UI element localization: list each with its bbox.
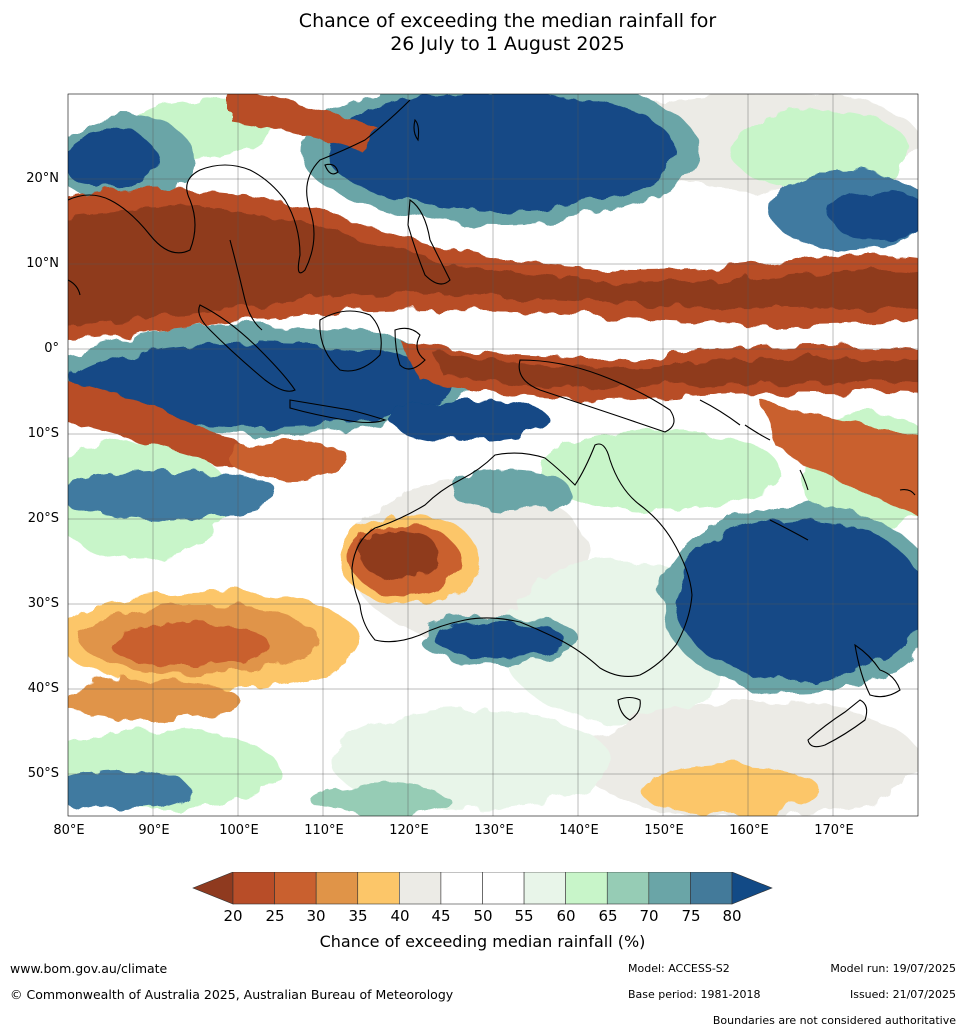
colorbar-segment (690, 872, 733, 905)
lon-label-90e: 90°E (138, 823, 170, 838)
colorbar-extend-low (192, 872, 234, 905)
colorbar-tick: 75 (681, 907, 701, 925)
lon-label-160e: 160°E (729, 823, 769, 838)
colorbar-tick: 45 (431, 907, 451, 925)
lon-label-140e: 140°E (559, 823, 599, 838)
model-name: Model: ACCESS-S2 (628, 962, 730, 975)
colorbar-extend-high (731, 872, 773, 905)
lat-label-20n: 20°N (26, 171, 59, 186)
colorbar-segment (274, 872, 317, 905)
colorbar-tick: 35 (348, 907, 368, 925)
colorbar-tick: 20 (223, 907, 243, 925)
model-run-date: Model run: 19/07/2025 (830, 962, 956, 975)
colorbar-segment (648, 872, 691, 905)
lat-label-50s: 50°S (27, 766, 59, 781)
coastlines (68, 99, 916, 748)
colorbar-segment (399, 872, 442, 905)
map-title: Chance of exceeding the median rainfall … (0, 10, 965, 56)
lat-label-equator: 0° (44, 341, 59, 356)
base-period: Base period: 1981-2018 (628, 988, 761, 1001)
lat-label-20s: 20°S (27, 511, 59, 526)
malay-peninsula-coastline (229, 239, 263, 331)
title-line-1: Chance of exceeding the median rainfall … (298, 10, 717, 32)
colorbar-tick: 50 (473, 907, 493, 925)
lon-label-110e: 110°E (304, 823, 344, 838)
tasmania-coastline (617, 696, 641, 721)
colorbar-label: Chance of exceeding median rainfall (%) (319, 932, 646, 951)
colorbar-segment (482, 872, 525, 905)
colorbar-tick: 55 (514, 907, 534, 925)
new-caledonia-coastline (769, 519, 809, 541)
vanuatu-coastline (799, 469, 809, 491)
taiwan-coastline (413, 118, 420, 142)
lon-label-80e: 80°E (53, 823, 85, 838)
lon-label-150e: 150°E (644, 823, 684, 838)
new-zealand-south-coastline (807, 699, 868, 748)
map-frame (67, 93, 919, 817)
colorbar-tick: 80 (722, 907, 742, 925)
lon-label-100e: 100°E (219, 823, 259, 838)
new-guinea-coastline (518, 359, 675, 433)
colorbar-tick: 30 (306, 907, 326, 925)
philippines-coastline (407, 199, 451, 285)
colorbar-tick: 60 (556, 907, 576, 925)
colorbar-segment (606, 872, 650, 905)
lat-label-40s: 40°S (27, 681, 59, 696)
hainan-coastline (324, 163, 339, 175)
boundaries-disclaimer: Boundaries are not considered authoritat… (712, 1014, 956, 1027)
copyright-text: © Commonwealth of Australia 2025, Austra… (10, 987, 454, 1002)
lat-label-10n: 10°N (26, 256, 59, 271)
lat-label-30s: 30°S (27, 596, 59, 611)
sumatra-coastline (198, 304, 296, 392)
colorbar-segment (357, 872, 400, 905)
issued-date: Issued: 21/07/2025 (849, 988, 956, 1001)
colorbar-tick: 40 (390, 907, 410, 925)
lon-label-130e: 130°E (474, 823, 514, 838)
borneo-coastline (319, 310, 382, 372)
fiji-coastline (899, 489, 916, 496)
colorbar-tick: 70 (639, 907, 659, 925)
title-line-2: 26 July to 1 August 2025 (390, 33, 625, 55)
lon-label-120e: 120°E (389, 823, 429, 838)
rainfall-field (68, 94, 918, 816)
colorbar-segment (565, 872, 608, 905)
mainland-asia-coastline (68, 99, 411, 274)
colorbar-tick: 25 (265, 907, 285, 925)
colorbar (192, 872, 773, 905)
colorbar-segment (440, 872, 483, 905)
sulawesi-coastline (394, 327, 426, 370)
solomon-islands-coastline (699, 399, 771, 441)
lat-label-10s: 10°S (27, 426, 59, 441)
colorbar-segment (315, 872, 359, 905)
website-link[interactable]: www.bom.gov.au/climate (10, 961, 168, 976)
australia-coastline (351, 443, 693, 677)
colorbar-segment (232, 872, 275, 905)
java-coastline (289, 399, 387, 424)
colorbar-tick: 65 (598, 907, 618, 925)
lon-label-170e: 170°E (814, 823, 854, 838)
graticule (68, 94, 918, 816)
new-zealand-north-coastline (854, 643, 901, 698)
sri-lanka-coastline (68, 279, 81, 296)
colorbar-segment (523, 872, 566, 905)
